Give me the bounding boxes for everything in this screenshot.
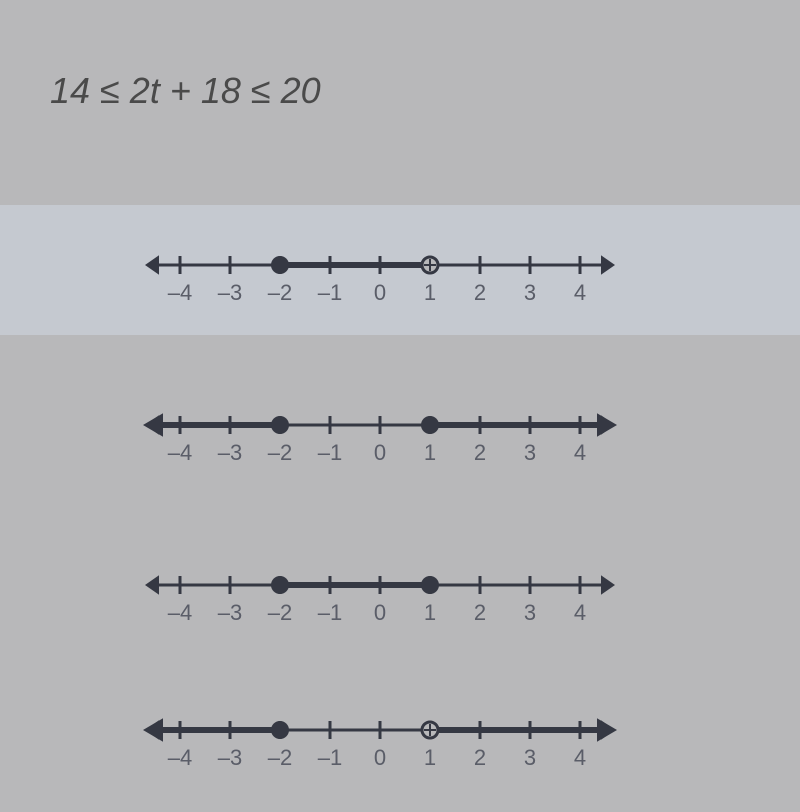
right-ray-arrow-icon [597,413,617,436]
right-ray-arrow-icon [597,718,617,741]
closed-endpoint-icon [271,721,289,739]
tick-label: 1 [424,745,436,770]
tick-label: 0 [374,745,386,770]
tick-label: –2 [268,280,292,305]
tick-label: –1 [318,600,342,625]
tick-label: 0 [374,280,386,305]
tick-label: 4 [574,280,586,305]
closed-endpoint-icon [421,576,439,594]
tick-label: 2 [474,440,486,465]
tick-label: –3 [218,600,242,625]
tick-label: 4 [574,745,586,770]
tick-label: –2 [268,600,292,625]
right-arrow-icon [601,575,615,595]
closed-endpoint-icon [271,576,289,594]
numberline-svg: –4 –3 –2 –1 0 1 2 3 4 [130,700,630,790]
tick-label: –3 [218,440,242,465]
tick-label: 4 [574,440,586,465]
tick-label: 3 [524,280,536,305]
inequality-expression: 14 ≤ 2t + 18 ≤ 20 [50,70,321,112]
tick-label: –2 [268,745,292,770]
tick-label: –4 [168,745,192,770]
tick-label: –1 [318,440,342,465]
numberline-option-2[interactable]: –4 –3 –2 –1 0 1 2 3 4 [130,395,630,485]
tick-label: 1 [424,280,436,305]
numberline-svg: –4 –3 –2 –1 0 1 2 3 4 [130,235,630,325]
inequality-text: 14 ≤ 2t + 18 ≤ 20 [50,70,321,111]
tick-label: 2 [474,745,486,770]
tick-label: –4 [168,280,192,305]
tick-label: –1 [318,745,342,770]
numberline-svg: –4 –3 –2 –1 0 1 2 3 4 [130,555,630,645]
right-arrow-icon [601,255,615,275]
left-arrow-icon [145,255,159,275]
tick-label: –4 [168,600,192,625]
tick-label: –3 [218,280,242,305]
numberline-option-3[interactable]: –4 –3 –2 –1 0 1 2 3 4 [130,555,630,645]
left-ray-arrow-icon [143,413,163,436]
tick-label: 3 [524,440,536,465]
closed-endpoint-icon [271,416,289,434]
closed-endpoint-icon [421,416,439,434]
numberline-option-1[interactable]: –4 –3 –2 –1 0 1 2 3 4 [130,235,630,325]
tick-label: 3 [524,600,536,625]
tick-label: 2 [474,600,486,625]
left-arrow-icon [145,575,159,595]
tick-label: 0 [374,600,386,625]
tick-label: 3 [524,745,536,770]
tick-label: 0 [374,440,386,465]
tick-label: 1 [424,440,436,465]
tick-label: –3 [218,745,242,770]
tick-label: –2 [268,440,292,465]
tick-label: 1 [424,600,436,625]
closed-endpoint-icon [271,256,289,274]
left-ray-arrow-icon [143,718,163,741]
numberline-svg: –4 –3 –2 –1 0 1 2 3 4 [130,395,630,485]
tick-label: 4 [574,600,586,625]
tick-label: –1 [318,280,342,305]
tick-label: 2 [474,280,486,305]
numberline-option-4[interactable]: –4 –3 –2 –1 0 1 2 3 4 [130,700,630,790]
tick-label: –4 [168,440,192,465]
